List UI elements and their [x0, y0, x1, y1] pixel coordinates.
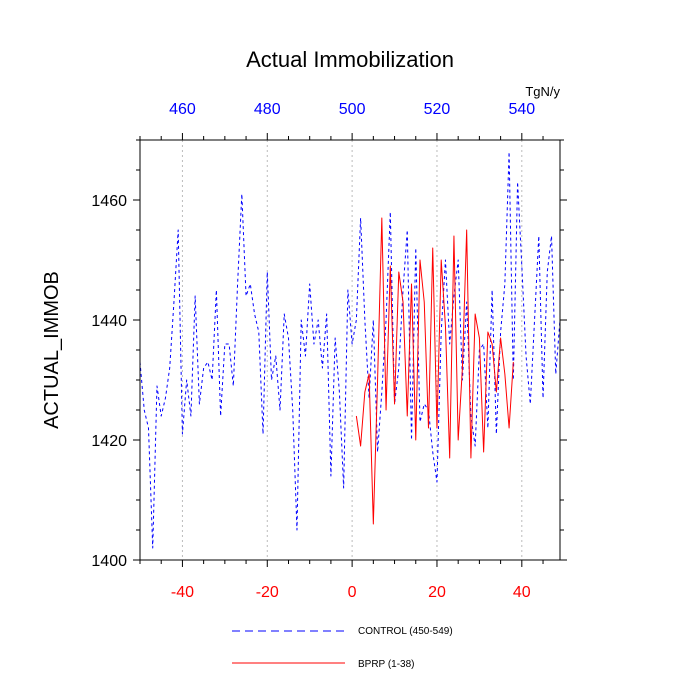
y-axis-label: ACTUAL_IMMOB [41, 271, 63, 429]
x-tick-label: 20 [428, 584, 446, 601]
top-tick-label: 460 [169, 101, 196, 118]
top-tick-label: 500 [339, 101, 366, 118]
top-tick-label: 520 [424, 101, 451, 118]
x-tick-label: -40 [171, 584, 194, 601]
legend: CONTROL (450-549) BPRP (1-38) [232, 626, 453, 670]
x-tick-label: 0 [348, 584, 357, 601]
y-tick-label: 1420 [91, 433, 127, 450]
tick-labels: -40 -20 0 20 40 460 480 500 520 540 1400 1420 1440 14… [91, 101, 535, 601]
y-tick-label: 1460 [91, 193, 127, 210]
chart-title: Actual Immobilization [246, 47, 454, 72]
axis-ticks [133, 133, 567, 567]
top-tick-label: 540 [508, 101, 535, 118]
top-tick-label: 480 [254, 101, 281, 118]
series-line-control [139, 151, 561, 549]
y-tick-label: 1440 [91, 313, 127, 330]
x-tick-label: 40 [513, 584, 531, 601]
units-label: TgN/y [525, 84, 560, 99]
x-tick-label: -20 [256, 584, 279, 601]
series-line-bprp [355, 217, 514, 525]
y-tick-label: 1400 [91, 553, 127, 570]
gridlines [181, 140, 523, 560]
series-layer [139, 151, 561, 549]
legend-bprp-label: BPRP (1-38) [358, 659, 415, 670]
plot-frame [139, 139, 561, 561]
legend-control-label: CONTROL (450-549) [358, 626, 453, 637]
